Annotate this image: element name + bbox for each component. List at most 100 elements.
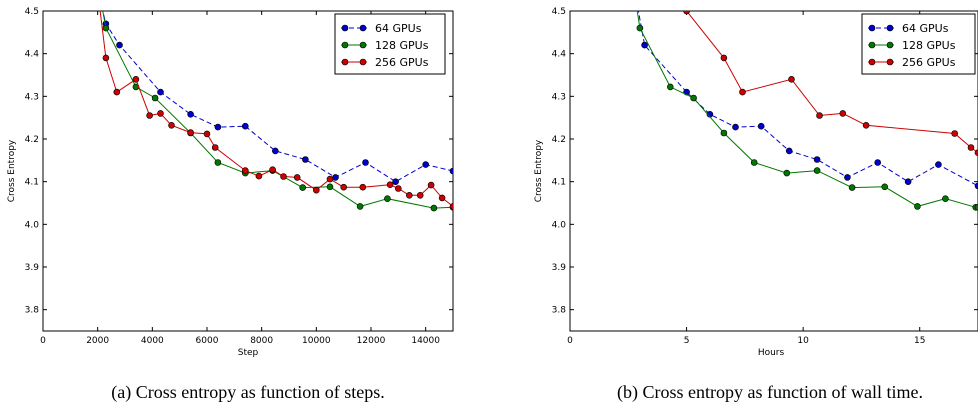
data-point — [384, 195, 391, 202]
y-tick-label: 4.5 — [25, 7, 39, 17]
data-point — [732, 123, 739, 131]
legend: 64 GPUs 128 GPUs 256 GPUs — [334, 13, 446, 75]
legend-marker — [341, 41, 349, 49]
data-point — [739, 88, 746, 96]
x-tick-label: 8000 — [250, 336, 273, 346]
series-line-64-gpus — [102, 11, 453, 183]
data-point — [326, 183, 334, 191]
data-point — [168, 122, 175, 129]
data-point — [862, 122, 870, 129]
data-point — [974, 182, 978, 190]
legend-label: 128 GPUs — [902, 39, 956, 52]
data-point — [326, 175, 334, 183]
data-point — [750, 159, 758, 166]
data-point — [848, 184, 856, 191]
data-point — [211, 144, 219, 151]
data-point — [683, 11, 690, 15]
data-point — [405, 192, 413, 199]
series-group — [636, 11, 978, 211]
chart-panel-steps: 3.8 3.9 4.0 4.1 4.2 4.3 4.4 4.5 0 2000 4000 6000 800… — [7, 7, 454, 358]
x-tick-label: 10000 — [302, 336, 331, 346]
legend-label: 256 GPUs — [902, 56, 956, 69]
data-point — [214, 159, 222, 166]
legend-marker — [868, 41, 876, 49]
x-tick-label: 4000 — [141, 336, 164, 346]
data-point — [362, 159, 369, 166]
caption-hours: (b) Cross entropy as function of wall ti… — [617, 382, 923, 403]
data-point — [242, 122, 249, 130]
data-point — [102, 24, 110, 32]
data-point — [394, 185, 402, 192]
data-point — [340, 183, 348, 191]
legend-marker — [868, 58, 876, 66]
data-point — [874, 159, 882, 166]
legend-box — [861, 13, 976, 75]
data-point — [132, 76, 140, 83]
y-tick-label: 4.5 — [552, 7, 566, 17]
y-tick-label: 4.3 — [552, 92, 566, 102]
legend-marker — [886, 58, 894, 66]
data-point — [392, 178, 399, 185]
caption-steps: (a) Cross entropy as function of steps. — [111, 382, 384, 403]
data-point — [839, 110, 847, 117]
series-line-128-gpus — [636, 11, 978, 208]
data-point — [974, 204, 978, 211]
legend-marker — [886, 24, 894, 32]
data-point — [102, 54, 110, 62]
data-point — [951, 130, 959, 137]
x-tick-label: 5 — [684, 336, 690, 346]
x-axis-label: Hours — [758, 348, 785, 358]
data-point — [332, 174, 339, 181]
data-point — [312, 186, 320, 194]
data-point — [449, 203, 453, 210]
data-point — [386, 181, 394, 188]
legend-label: 128 GPUs — [375, 39, 429, 52]
data-point — [788, 76, 795, 83]
legend-marker — [359, 58, 367, 66]
y-tick-label: 4.4 — [552, 50, 567, 60]
y-tick-label: 4.1 — [25, 178, 39, 188]
data-point — [666, 83, 674, 91]
data-point — [935, 161, 942, 168]
data-point — [214, 123, 222, 131]
x-tick-label: 2000 — [86, 336, 109, 346]
x-tick-label: 0 — [40, 336, 46, 346]
data-point — [904, 178, 912, 185]
data-point — [785, 147, 793, 155]
y-tick-label: 4.0 — [25, 220, 40, 230]
data-point — [146, 112, 153, 119]
series-group — [99, 11, 453, 212]
data-point — [269, 166, 276, 173]
x-tick-label: 10 — [797, 336, 809, 346]
data-point — [690, 94, 697, 102]
data-point — [242, 167, 249, 174]
y-axis-label: Cross Entropy — [7, 139, 17, 202]
y-tick-label: 4.2 — [552, 135, 566, 145]
data-point — [783, 169, 791, 177]
legend-box — [334, 13, 446, 75]
data-point — [151, 94, 159, 102]
legend-label: 64 GPUs — [375, 22, 422, 35]
data-point — [641, 41, 648, 49]
data-point — [757, 122, 765, 130]
data-point — [299, 184, 307, 191]
data-point — [280, 173, 287, 180]
data-point — [302, 156, 309, 163]
data-point — [914, 203, 921, 210]
data-point — [813, 156, 821, 163]
data-point — [187, 111, 194, 118]
y-tick-label: 3.9 — [552, 263, 567, 273]
y-tick-label: 4.4 — [25, 50, 40, 60]
legend: 64 GPUs 128 GPUs 256 GPUs — [861, 13, 976, 75]
y-tick-label: 3.8 — [552, 306, 567, 316]
data-point — [449, 167, 453, 175]
data-point — [116, 41, 123, 49]
x-tick-label: 0 — [567, 336, 573, 346]
data-point — [430, 204, 438, 212]
data-point — [293, 174, 301, 181]
plot-frame — [569, 10, 978, 332]
legend-label: 64 GPUs — [902, 22, 949, 35]
y-tick-label: 3.8 — [25, 306, 40, 316]
x-axis-label: Step — [238, 348, 259, 358]
data-point — [271, 147, 279, 155]
